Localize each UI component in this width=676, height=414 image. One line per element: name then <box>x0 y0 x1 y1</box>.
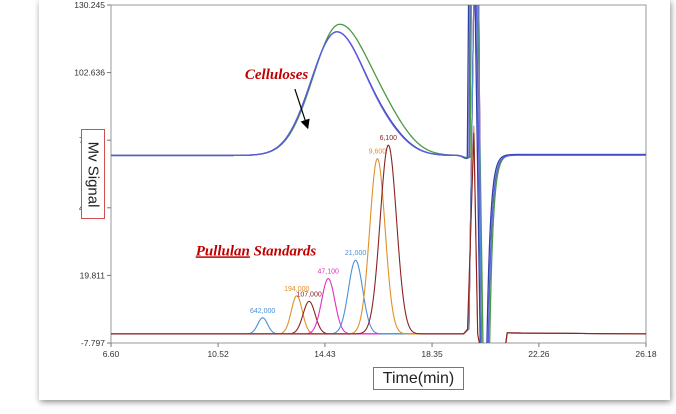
peak-label-47100: 47,100 <box>318 269 340 276</box>
x-tick-label: 22.26 <box>528 349 550 359</box>
peak-label-6100: 6,100 <box>380 135 398 142</box>
y-tick-label: 102.636 <box>74 68 105 78</box>
x-tick-label: 18.35 <box>421 349 443 359</box>
x-tick-label: 6.60 <box>103 349 120 359</box>
pullulan-trace-194000 <box>111 5 646 343</box>
y-tick-label: 19.811 <box>80 270 106 280</box>
cellulose-trace-2 <box>111 5 646 343</box>
x-tick-label: 10.52 <box>207 349 229 359</box>
peak-label-9600: 9,600 <box>369 149 387 156</box>
pullulan-trace-21000 <box>111 5 646 343</box>
chromatogram-chart: 6.60 10.52 14.43 18.35 22.26 26.18 -7.797 19.81… <box>74 0 657 359</box>
pullulan-trace-107000 <box>111 5 646 343</box>
x-tick-label: 14.43 <box>314 349 336 359</box>
cellulose-trace-1 <box>111 5 646 343</box>
pullulan-annotation: Pullulan Standards <box>196 243 317 259</box>
y-axis-label: Mv Signal <box>84 141 102 207</box>
celluloses-annotation: Celluloses <box>245 67 309 83</box>
chart-card: 6.60 10.52 14.43 18.35 22.26 26.18 -7.797 19.81… <box>39 0 670 400</box>
x-axis-label: Time(min) <box>382 369 455 387</box>
y-axis-label-box: Mv Signal <box>81 129 105 219</box>
peak-label-642000: 642,000 <box>250 308 275 315</box>
peak-label-21000: 21,000 <box>345 250 367 257</box>
traces-group <box>111 5 646 343</box>
x-axis-label-box: Time(min) <box>373 367 464 390</box>
pullulan-trace-6100 <box>111 132 646 343</box>
pullulan-trace-47100 <box>111 5 646 343</box>
x-tick-label: 26.18 <box>635 349 657 359</box>
y-tick-label: 130.245 <box>74 0 105 10</box>
celluloses-arrow <box>294 88 310 130</box>
annotations-group: Celluloses Pullulan Standards <box>196 67 317 259</box>
y-tick-label: -7.797 <box>81 338 105 348</box>
cellulose-trace-3 <box>111 5 646 343</box>
peak-label-194000: 194,000 <box>284 286 309 293</box>
peak-label-107000: 107,000 <box>296 291 321 298</box>
pullulan-trace-642000 <box>111 5 646 343</box>
plot-frame <box>110 4 647 344</box>
